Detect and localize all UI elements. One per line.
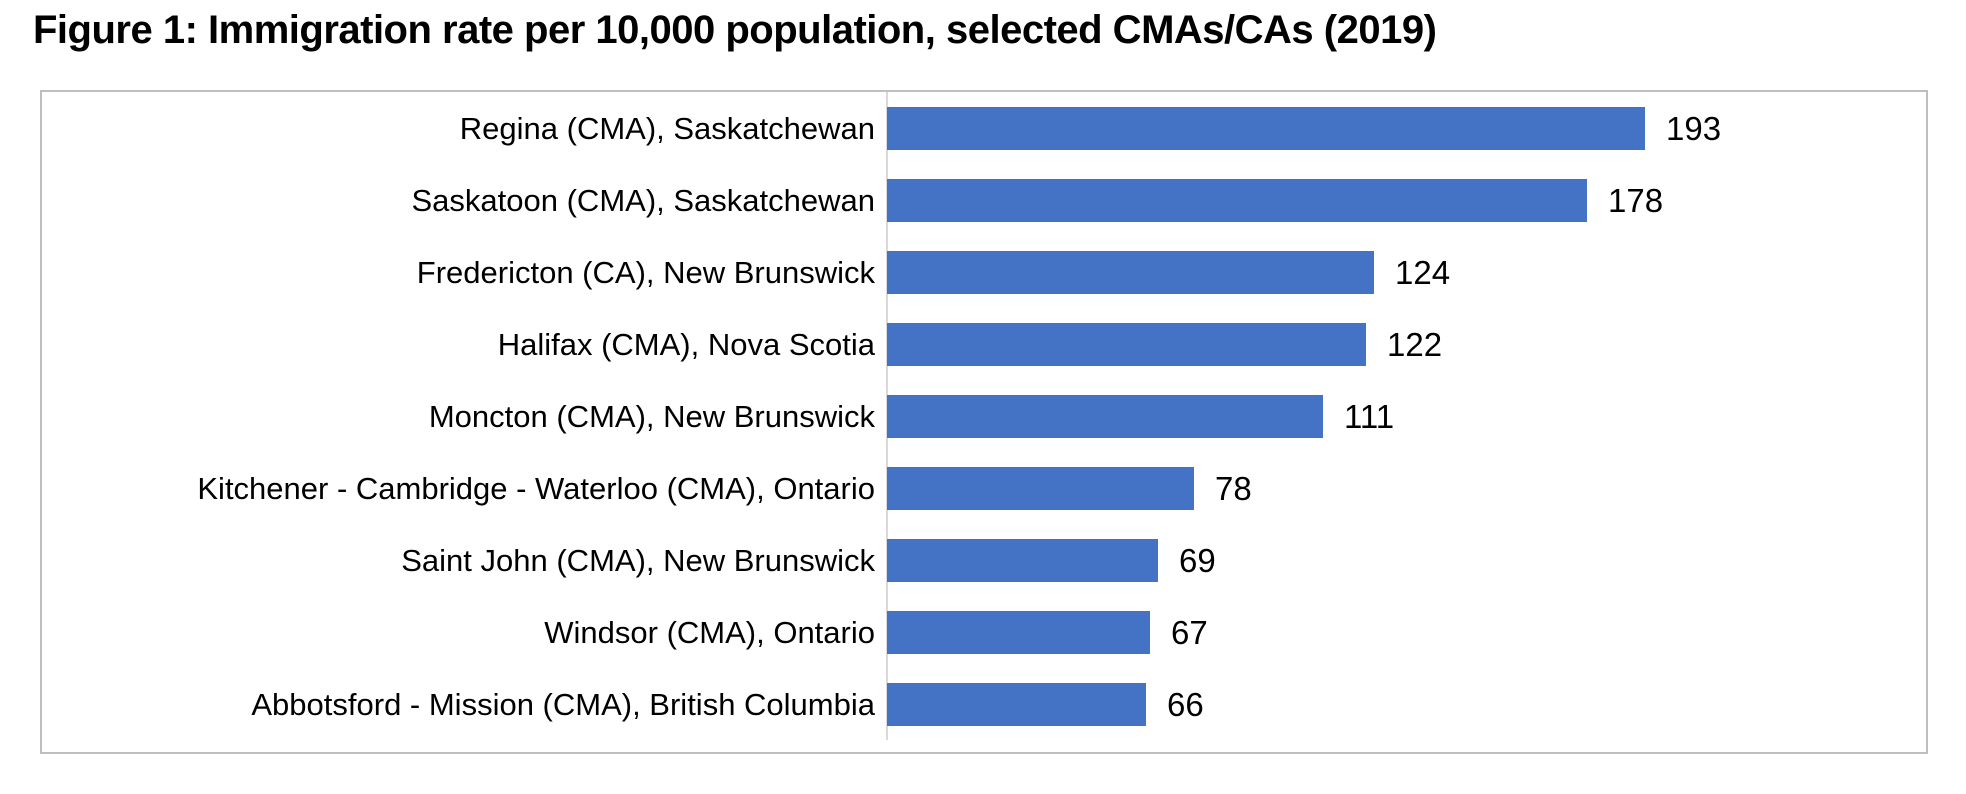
- bar-row: Saskatoon (CMA), Saskatchewan 178: [42, 164, 1926, 236]
- bar-row: Moncton (CMA), New Brunswick 111: [42, 380, 1926, 452]
- bar-row: Kitchener - Cambridge - Waterloo (CMA), …: [42, 452, 1926, 524]
- bar-area: 69: [887, 524, 1926, 596]
- bar-area: 178: [887, 164, 1926, 236]
- bar: [887, 394, 1323, 438]
- category-label: Abbotsford - Mission (CMA), British Colu…: [251, 686, 875, 722]
- bar: [887, 538, 1158, 582]
- bar-area: 67: [887, 596, 1926, 668]
- value-label: 178: [1608, 181, 1664, 219]
- bar-area: 193: [887, 92, 1926, 164]
- bar-area: 66: [887, 668, 1926, 740]
- category-label: Regina (CMA), Saskatchewan: [459, 110, 875, 146]
- bar: [887, 610, 1150, 654]
- value-label: 193: [1666, 109, 1722, 147]
- value-label: 78: [1215, 469, 1252, 507]
- bar: [887, 250, 1374, 294]
- bar-row: Saint John (CMA), New Brunswick 69: [42, 524, 1926, 596]
- bar: [887, 106, 1645, 150]
- bar-row: Windsor (CMA), Ontario 67: [42, 596, 1926, 668]
- bar-row: Fredericton (CA), New Brunswick 124: [42, 236, 1926, 308]
- bar: [887, 466, 1194, 510]
- category-label: Fredericton (CA), New Brunswick: [416, 254, 875, 290]
- category-label: Saskatoon (CMA), Saskatchewan: [411, 182, 876, 218]
- category-label: Windsor (CMA), Ontario: [544, 614, 875, 650]
- category-label: Saint John (CMA), New Brunswick: [401, 542, 875, 578]
- bar-row: Regina (CMA), Saskatchewan 193: [42, 92, 1926, 164]
- value-label: 69: [1179, 541, 1216, 579]
- bar-area: 124: [887, 236, 1926, 308]
- bar-area: 78: [887, 452, 1926, 524]
- value-label: 124: [1395, 253, 1451, 291]
- bar: [887, 178, 1587, 222]
- category-label: Moncton (CMA), New Brunswick: [428, 398, 875, 434]
- bar-area: 111: [887, 380, 1926, 452]
- bar: [887, 682, 1146, 726]
- category-label: Kitchener - Cambridge - Waterloo (CMA), …: [197, 470, 875, 506]
- value-label: 111: [1344, 397, 1395, 435]
- category-label: Halifax (CMA), Nova Scotia: [497, 326, 875, 362]
- value-label: 122: [1387, 325, 1443, 363]
- bar-row: Halifax (CMA), Nova Scotia 122: [42, 308, 1926, 380]
- bar-row: Abbotsford - Mission (CMA), British Colu…: [42, 668, 1926, 740]
- value-label: 66: [1167, 685, 1204, 723]
- bar: [887, 322, 1366, 366]
- bar-area: 122: [887, 308, 1926, 380]
- chart-plot-area: Regina (CMA), Saskatchewan 193 Saskatoon (…: [40, 90, 1928, 754]
- bar-rows: Regina (CMA), Saskatchewan 193 Saskatoon (…: [42, 92, 1926, 740]
- figure-title: Figure 1: Immigration rate per 10,000 po…: [33, 8, 1437, 52]
- value-label: 67: [1171, 613, 1208, 651]
